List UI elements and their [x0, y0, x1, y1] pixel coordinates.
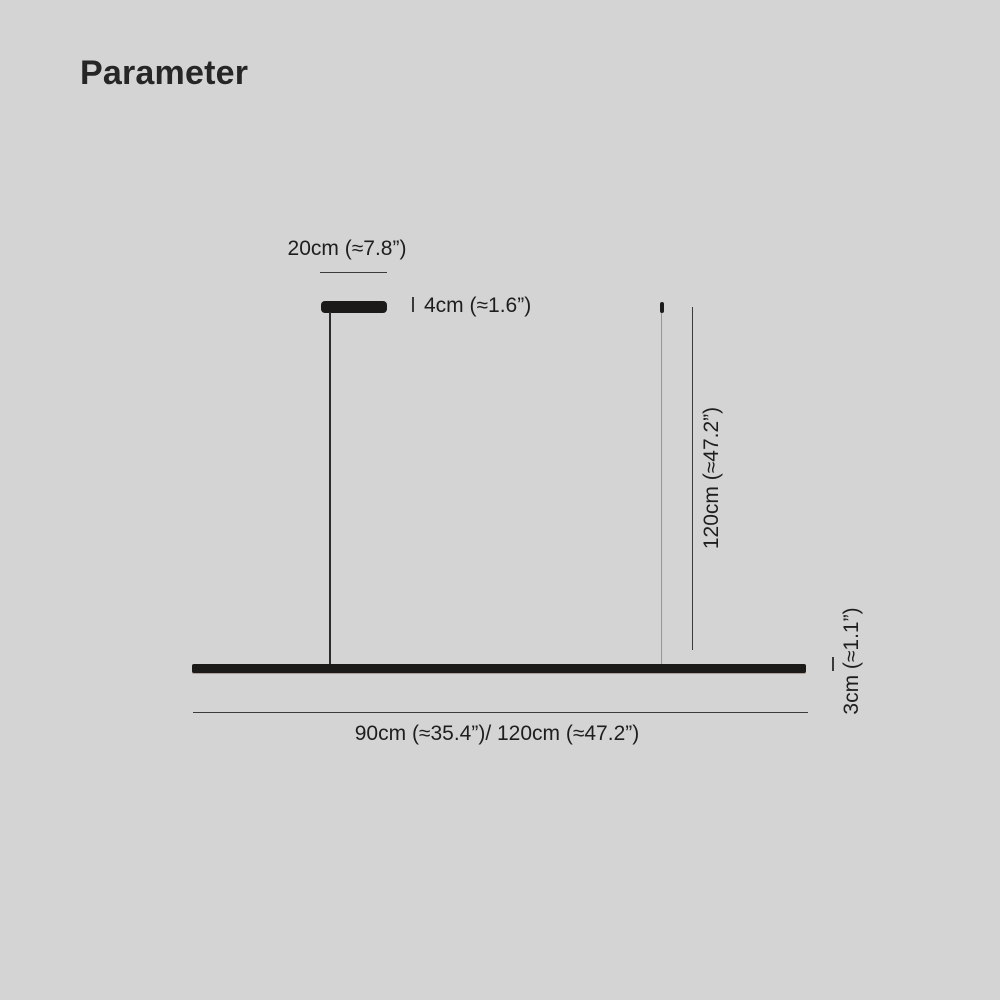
lamp-bar — [192, 664, 806, 673]
drop-height-label: 120cm (≈47.2”) — [700, 406, 723, 550]
bar-thickness-label: 3cm (≈1.1”) — [840, 607, 863, 715]
lamp-canopy — [321, 301, 387, 313]
bar-thickness-tick — [832, 657, 834, 671]
page-title: Parameter — [80, 54, 249, 92]
suspension-cable-right — [661, 305, 663, 665]
canopy-height-label: 4cm (≈1.6”) — [424, 294, 532, 317]
cable-ceiling-mount — [660, 302, 664, 313]
bar-length-label: 90cm (≈35.4”)/ 120cm (≈47.2”) — [354, 722, 640, 745]
drop-height-dimension-line — [692, 307, 693, 650]
suspension-cable-left — [329, 312, 331, 665]
canopy-width-label: 20cm (≈7.8”) — [287, 237, 407, 260]
canopy-width-dimension-line — [320, 272, 387, 273]
bar-length-dimension-line — [193, 712, 808, 713]
canopy-height-tick — [412, 297, 414, 312]
